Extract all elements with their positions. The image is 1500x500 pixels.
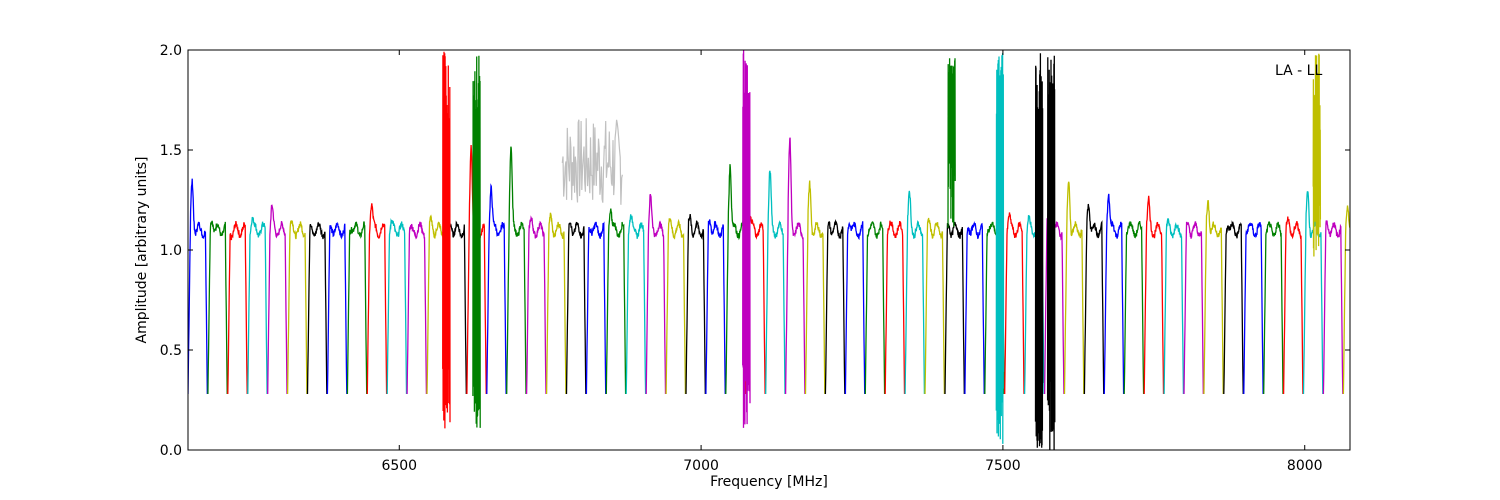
- channel-trace: [267, 204, 288, 395]
- channel-trace: [406, 221, 428, 395]
- channel-trace: [784, 137, 806, 395]
- rfi-feature: [442, 51, 451, 429]
- channel-trace: [1083, 203, 1105, 395]
- channel-trace: [944, 221, 965, 395]
- rfi-feature: [947, 58, 956, 228]
- channel-trace: [1322, 220, 1344, 395]
- channel-trace: [964, 221, 985, 395]
- channel-trace: [585, 221, 607, 395]
- y-tick-label: 1.5: [160, 143, 182, 159]
- channel-trace: [765, 170, 786, 395]
- channel-trace: [188, 178, 208, 395]
- channel-trace: [824, 219, 846, 395]
- channel-trace: [844, 221, 866, 395]
- channel-trace: [207, 220, 228, 395]
- rfi-feature: [472, 55, 481, 428]
- channel-trace: [605, 208, 627, 395]
- channel-trace: [346, 221, 368, 395]
- channel-trace: [705, 219, 726, 395]
- channel-trace: [1223, 220, 1244, 395]
- channel-trace: [904, 190, 926, 395]
- channel-trace: [1123, 220, 1145, 395]
- x-axis-label: Frequency [MHz]: [710, 474, 828, 490]
- channel-trace: [1103, 193, 1125, 395]
- x-tick-label: 6500: [381, 458, 417, 474]
- axes: 6500 7000 7500 8000 0.0 0.5 1.0 1.5 2.0: [160, 43, 1350, 474]
- channel-trace: [725, 164, 746, 395]
- channel-trace: [804, 180, 826, 395]
- y-axis-label: Amplitude [arbitrary units]: [134, 157, 150, 344]
- channel-trace: [685, 214, 706, 395]
- rfi-feature: [1034, 53, 1044, 448]
- rfi-feature: [1046, 55, 1056, 450]
- channel-trace: [247, 216, 268, 395]
- rfi-feature: [995, 53, 1005, 444]
- rfi-feature: [742, 50, 751, 428]
- channel-trace: [645, 193, 667, 395]
- channel-trace: [306, 221, 328, 395]
- channel-trace: [1004, 212, 1025, 395]
- channel-trace: [1243, 221, 1264, 395]
- y-tick-label: 2.0: [160, 43, 182, 59]
- channel-trace: [525, 215, 547, 395]
- x-tick-label: 7000: [683, 458, 719, 474]
- channel-trace: [665, 217, 687, 395]
- channel-trace: [386, 218, 408, 395]
- channel-trace: [286, 220, 308, 395]
- channel-trace: [1282, 216, 1304, 395]
- channel-trace: [486, 183, 507, 395]
- x-tick-label: 8000: [1287, 458, 1323, 474]
- plot-frame: [187, 49, 1351, 451]
- y-tick-label: 1.0: [160, 243, 182, 259]
- channel-trace: [924, 217, 946, 395]
- y-tick-label: 0.5: [160, 343, 182, 359]
- channel-trace: [1143, 195, 1165, 395]
- background-trace: [561, 118, 623, 205]
- channel-trace: [1183, 221, 1204, 395]
- channel-trace: [1263, 221, 1284, 395]
- channel-trace: [227, 221, 248, 395]
- spectrum-traces: [188, 50, 1350, 450]
- rfi-feature: [1312, 53, 1322, 257]
- channel-trace: [1342, 205, 1350, 395]
- channel-trace: [545, 212, 567, 395]
- channel-trace: [1163, 218, 1185, 395]
- y-tick-label: 0.0: [160, 443, 182, 459]
- channel-trace: [326, 221, 348, 395]
- channel-trace: [884, 220, 906, 395]
- channel-trace: [864, 221, 886, 395]
- channel-trace: [506, 146, 527, 395]
- channel-trace: [1063, 181, 1085, 395]
- x-tick-label: 7500: [985, 458, 1021, 474]
- corner-annotation: LA - LL: [1275, 63, 1322, 79]
- channel-trace: [565, 221, 587, 395]
- channel-trace: [1203, 199, 1224, 395]
- channel-trace: [625, 214, 647, 395]
- channel-trace: [366, 203, 388, 395]
